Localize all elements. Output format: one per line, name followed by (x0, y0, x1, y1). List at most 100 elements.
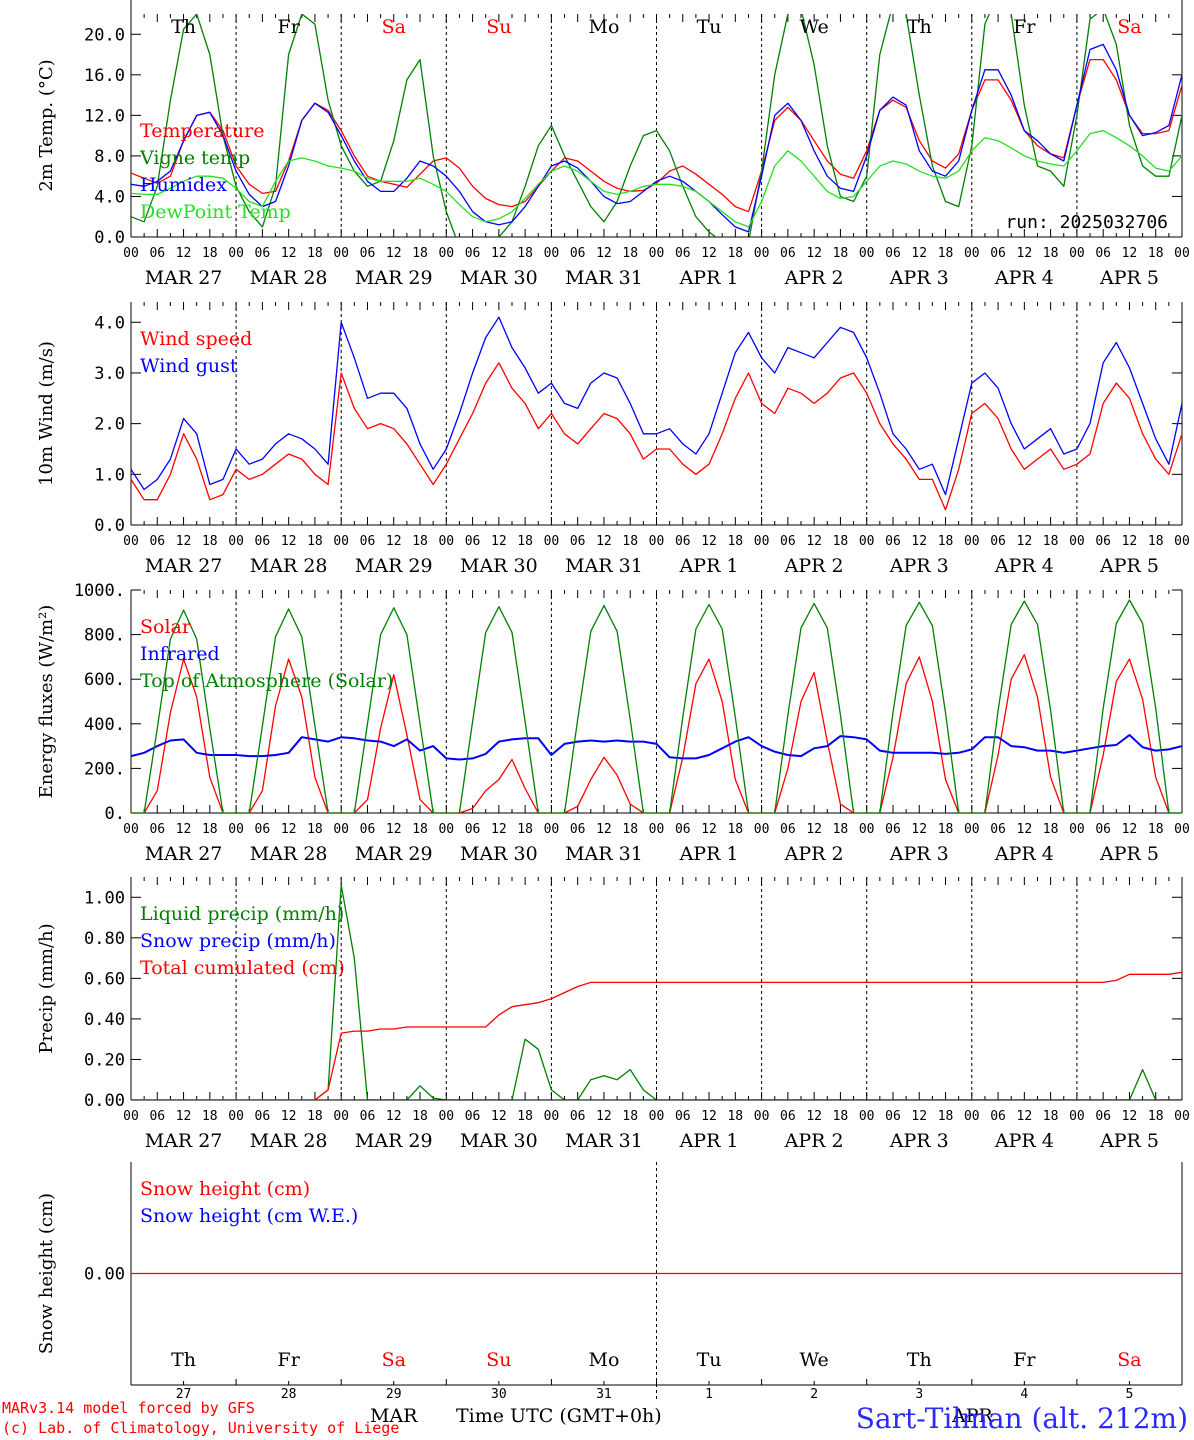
series-line-humidex (131, 43, 1182, 233)
hour-tick-label: 00 (228, 534, 244, 549)
hour-tick-label: 18 (833, 822, 849, 837)
date-label: APR 4 (994, 1130, 1054, 1152)
hour-tick-label: 12 (806, 534, 822, 549)
y-tick-label: 0.00 (84, 1265, 125, 1285)
hour-tick-label: 06 (570, 1109, 586, 1124)
y-axis-label: Snow height (cm) (36, 1193, 57, 1354)
legend-entry: Snow height (cm) (140, 1178, 310, 1200)
hour-tick-label: 18 (938, 822, 954, 837)
date-label: MAR 30 (460, 555, 538, 577)
legend-entry: Wind gust (140, 355, 238, 377)
month-label-apr: APR (952, 1405, 993, 1427)
hour-tick-label: 18 (1043, 246, 1059, 261)
date-label: MAR 27 (145, 1130, 223, 1152)
weekday-label: Mo (588, 1349, 619, 1371)
hour-tick-label: 12 (1122, 822, 1138, 837)
day-number-label: 3 (915, 1387, 923, 1402)
hour-tick-label: 18 (938, 246, 954, 261)
hour-tick-label: 12 (176, 534, 192, 549)
date-label: MAR 28 (250, 843, 328, 865)
hour-tick-label: 18 (727, 1109, 743, 1124)
hour-tick-label: 06 (990, 822, 1006, 837)
hour-tick-label: 06 (990, 246, 1006, 261)
hour-tick-label: 00 (649, 822, 665, 837)
hour-tick-label: 18 (1043, 534, 1059, 549)
date-label: MAR 29 (355, 1130, 433, 1152)
y-tick-label: 12.0 (84, 106, 125, 126)
hour-tick-label: 00 (544, 1109, 560, 1124)
hour-tick-label: 18 (307, 822, 323, 837)
y-tick-label: 0. (105, 804, 125, 824)
hour-tick-label: 00 (754, 822, 770, 837)
hour-tick-label: 06 (675, 246, 691, 261)
hour-tick-label: 12 (176, 1109, 192, 1124)
hour-tick-label: 06 (465, 534, 481, 549)
hour-tick-label: 12 (806, 822, 822, 837)
weekday-label: Su (486, 16, 511, 38)
day-number-label: 5 (1126, 1387, 1134, 1402)
y-tick-label: 0.40 (84, 1010, 125, 1030)
time-axis-label: Time UTC (GMT+0h) (456, 1405, 662, 1427)
legend-entry: Wind speed (140, 328, 252, 350)
hour-tick-label: 12 (491, 822, 507, 837)
hour-tick-label: 12 (491, 1109, 507, 1124)
hour-tick-label: 06 (255, 822, 271, 837)
y-tick-label: 16.0 (84, 66, 125, 86)
panel-2: 00 06 12 18 00 06 12 18 00 06 12 18 00 06 12 18 00 06 12 18… (36, 302, 1190, 577)
hour-tick-label: 12 (281, 822, 297, 837)
y-tick-label: 2.0 (94, 415, 125, 435)
date-label: APR 5 (1099, 555, 1159, 577)
day-number-label: 29 (386, 1387, 402, 1402)
date-label: APR 1 (679, 843, 739, 865)
hour-tick-label: 18 (202, 534, 218, 549)
model-credit: MARv3.14 model forced by GFS (2, 1399, 255, 1417)
hour-tick-label: 00 (1174, 534, 1190, 549)
hour-tick-label: 12 (491, 246, 507, 261)
date-label: APR 4 (994, 267, 1054, 289)
y-tick-label: 200. (84, 759, 125, 779)
weekday-label: Fr (278, 16, 301, 38)
legend-entry: Snow precip (mm/h) (140, 930, 336, 952)
hour-tick-label: 18 (307, 246, 323, 261)
hour-tick-label: 06 (780, 1109, 796, 1124)
date-label: MAR 27 (145, 555, 223, 577)
hour-tick-label: 12 (596, 246, 612, 261)
series-group (131, 14, 1182, 237)
date-label: MAR 31 (565, 843, 643, 865)
date-label: MAR 29 (355, 267, 433, 289)
hour-tick-label: 06 (675, 1109, 691, 1124)
hour-tick-label: 00 (1069, 1109, 1085, 1124)
hour-tick-label: 12 (386, 1109, 402, 1124)
hour-tick-label: 00 (228, 1109, 244, 1124)
hour-tick-label: 00 (333, 534, 349, 549)
hour-tick-label: 18 (202, 246, 218, 261)
hour-tick-label: 12 (911, 246, 927, 261)
date-label: APR 5 (1099, 1130, 1159, 1152)
y-tick-label: 20.0 (84, 25, 125, 45)
day-number-label: 30 (491, 1387, 507, 1402)
y-tick-label: 600. (84, 670, 125, 690)
date-label: MAR 31 (565, 1130, 643, 1152)
weekday-label: Fr (1013, 1349, 1036, 1371)
hour-tick-label: 00 (964, 246, 980, 261)
panel-3: 00 06 12 18 00 06 12 18 00 06 12 18 00 06 12 18 00 06 12 18… (36, 581, 1190, 865)
date-label: MAR 29 (355, 843, 433, 865)
hour-tick-label: 06 (780, 822, 796, 837)
hour-tick-label: 18 (727, 246, 743, 261)
day-number-label: 1 (705, 1387, 713, 1402)
hour-tick-label: 18 (622, 246, 638, 261)
hour-tick-label: 00 (123, 1109, 139, 1124)
weekday-label: Fr (1013, 16, 1036, 38)
hour-tick-label: 12 (176, 246, 192, 261)
y-axis-label: 2m Temp. (°C) (36, 59, 57, 191)
hour-tick-label: 18 (833, 1109, 849, 1124)
y-tick-label: 1000. (74, 581, 125, 601)
legend-entry: Top of Atmosphere (Solar) (140, 670, 393, 692)
hour-tick-label: 06 (1095, 534, 1111, 549)
hour-tick-label: 00 (754, 534, 770, 549)
y-tick-label: 3.0 (94, 364, 125, 384)
run-annotation: run: 2025032706 (1005, 212, 1168, 233)
hour-tick-label: 00 (333, 1109, 349, 1124)
hour-tick-label: 06 (255, 246, 271, 261)
hour-tick-label: 18 (517, 1109, 533, 1124)
